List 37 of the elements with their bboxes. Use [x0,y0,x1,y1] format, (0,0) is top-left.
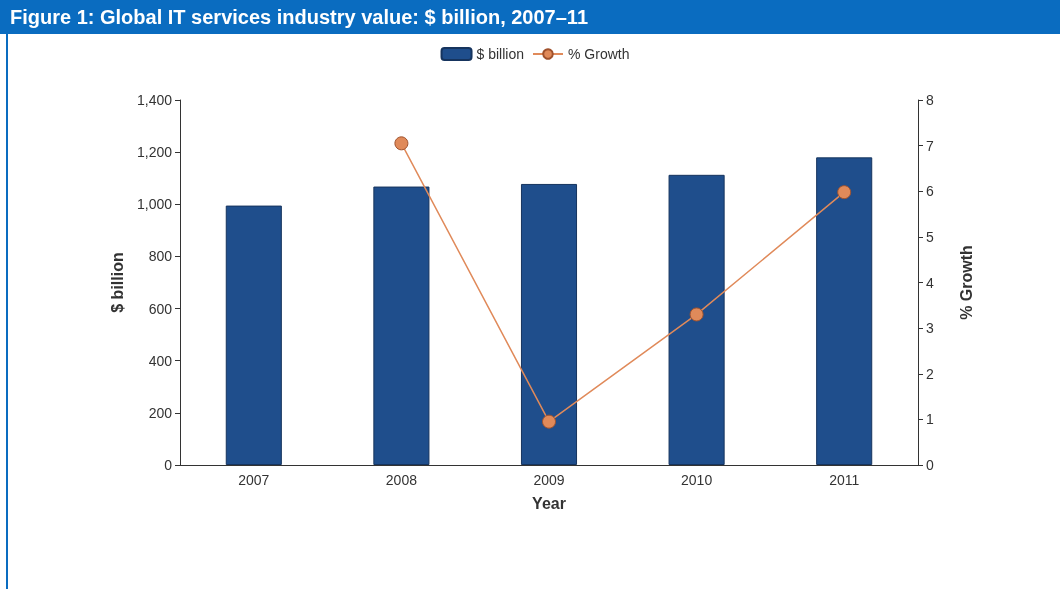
y-tick-label: 400 [148,352,173,369]
y2-tick-label: 7 [926,137,934,154]
y2-axis-title: % Growth [957,245,975,320]
point [837,185,852,200]
y-tick-label: 1,000 [136,196,173,213]
point [394,136,409,151]
point [542,414,556,429]
y2-tick-label: 8 [926,92,934,108]
legend-label: $ billion [476,46,525,62]
point [689,307,704,322]
y-tick-label: 1,400 [136,92,173,108]
y2-tick-label: 2 [926,365,934,382]
y-axis-title: $ billion [108,252,126,313]
y2-tick-label: 5 [926,228,934,245]
x-tick-label: 2011 [829,472,860,488]
x-axis-title: Year [532,494,566,512]
bar [373,186,430,465]
y2-tick-label: 6 [926,183,934,200]
x-tick-label: 2007 [238,472,270,488]
y-tick-label: 200 [148,404,173,421]
bar [816,157,873,465]
y2-tick-label: 3 [926,320,934,337]
y2-tick-label: 4 [926,274,934,291]
y-tick-label: 1,200 [136,144,173,161]
y-tick-label: 600 [148,300,173,317]
x-tick-label: 2008 [385,472,418,488]
y-tick-label: 0 [164,457,173,473]
bar [668,174,725,465]
chart-title: Figure 1: Global IT services industry value: $ billion, 2007–11 [0,0,1060,34]
legend-label: % Growth [568,46,630,62]
x-tick-label: 2010 [681,472,713,488]
bar [520,183,578,465]
x-tick-label: 2009 [533,472,565,488]
bar [225,205,282,465]
y2-tick-label: 0 [926,457,934,473]
y2-tick-label: 1 [926,411,934,428]
y-tick-label: 800 [148,248,173,265]
